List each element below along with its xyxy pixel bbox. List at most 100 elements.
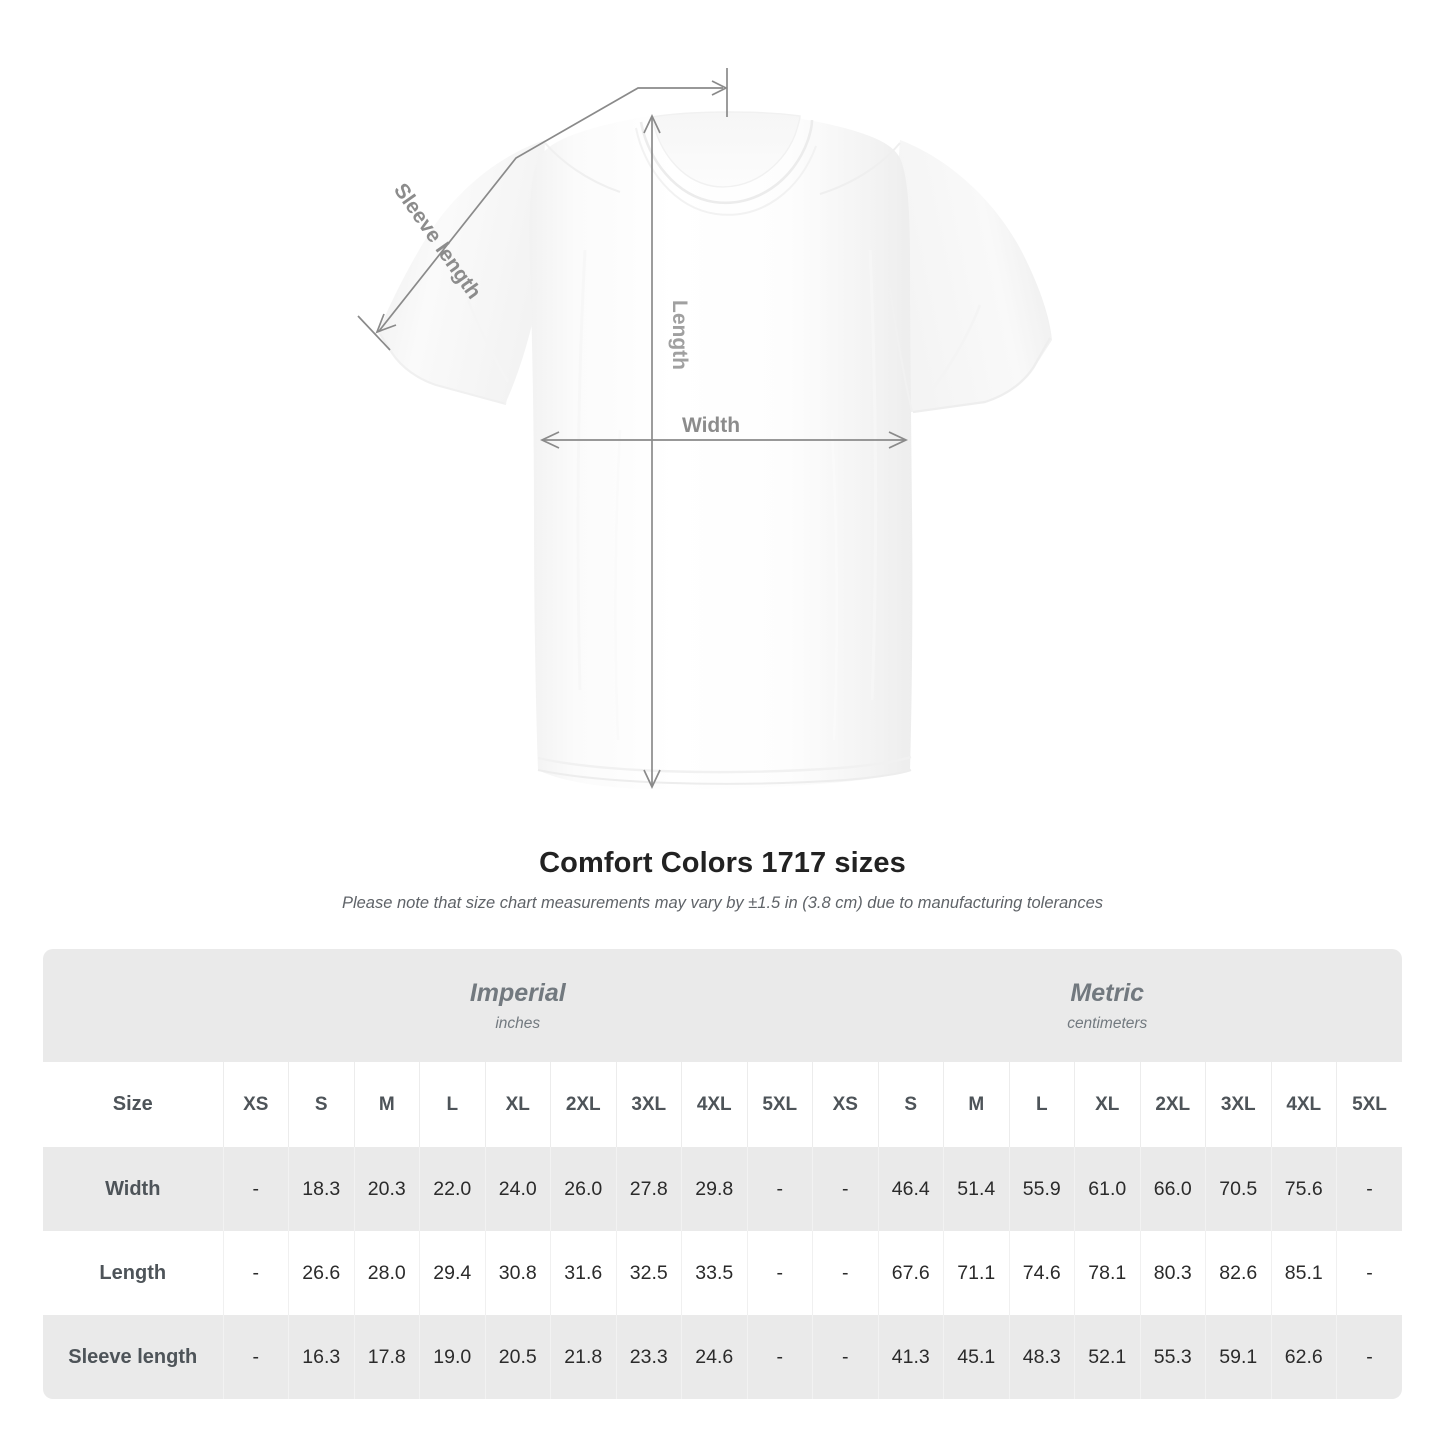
cell-r1-c17: - xyxy=(1336,1231,1402,1315)
cell-r0-c0: - xyxy=(222,1147,289,1231)
cell-r1-c2: 28.0 xyxy=(353,1231,420,1315)
cell-r0-c10: 46.4 xyxy=(877,1147,944,1231)
size-header-row: Size XS S M L XL 2XL 3XL 4XL 5XL XS S M L XL 2XL 3XL 4XL… xyxy=(43,1062,1402,1147)
cell-r1-c1: 26.6 xyxy=(288,1231,354,1315)
cell-r0-c5: 26.0 xyxy=(550,1147,616,1231)
row-label-1: Length xyxy=(43,1231,223,1315)
table-row: Width -18.3 20.3 22.0 24.0 26.0 27.8 29.8- -46.4… xyxy=(43,1147,1402,1231)
size-header-cell-13: XL xyxy=(1074,1062,1140,1147)
cell-r2-c16: 62.6 xyxy=(1270,1315,1337,1399)
cell-r0-c7: 29.8 xyxy=(681,1147,747,1231)
cell-r1-c12: 74.6 xyxy=(1008,1231,1075,1315)
cell-r2-c13: 52.1 xyxy=(1074,1315,1140,1399)
cell-r1-c9: - xyxy=(812,1231,878,1315)
row-label-2: Sleeve length xyxy=(43,1315,223,1399)
size-header-cell-6: 3XL xyxy=(615,1062,682,1147)
size-table: Imperial inches Metric centimeters Size … xyxy=(43,949,1402,1399)
cell-r0-c13: 61.0 xyxy=(1074,1147,1140,1231)
unit-system-row: Imperial inches Metric centimeters xyxy=(43,949,1402,1062)
cell-r2-c14: 55.3 xyxy=(1139,1315,1206,1399)
size-header-cell-4: XL xyxy=(484,1062,551,1147)
cell-r2-c17: - xyxy=(1336,1315,1402,1399)
table-row: Length -26.6 28.0 29.4 30.8 31.6 32.5 33.5- -67.… xyxy=(43,1231,1402,1315)
cell-r1-c7: 33.5 xyxy=(681,1231,747,1315)
size-header-cell-11: M xyxy=(943,1062,1009,1147)
unit-group-metric: Metric centimeters xyxy=(812,949,1402,1062)
cell-r2-c5: 21.8 xyxy=(550,1315,616,1399)
cell-r0-c2: 20.3 xyxy=(353,1147,420,1231)
cell-r0-c15: 70.5 xyxy=(1205,1147,1271,1231)
tshirt-shape xyxy=(378,111,1052,790)
cell-r2-c8: - xyxy=(746,1315,813,1399)
cell-r0-c1: 18.3 xyxy=(288,1147,354,1231)
size-header-cell-12: L xyxy=(1008,1062,1075,1147)
size-header-cell-9: XS xyxy=(812,1062,878,1147)
size-table-body: Imperial inches Metric centimeters Size … xyxy=(43,949,1402,1399)
cell-r0-c16: 75.6 xyxy=(1270,1147,1337,1231)
size-header-cell-7: 4XL xyxy=(681,1062,747,1147)
unit-group-imperial: Imperial inches xyxy=(223,949,813,1062)
size-header-cell-3: L xyxy=(419,1062,485,1147)
size-header-cell-1: S xyxy=(288,1062,354,1147)
cell-r1-c10: 67.6 xyxy=(877,1231,944,1315)
size-header-cell-10: S xyxy=(877,1062,944,1147)
width-label: Width xyxy=(682,414,740,437)
cell-r1-c0: - xyxy=(222,1231,289,1315)
sleeve-length-arrow xyxy=(357,80,728,351)
size-header-cell-5: 2XL xyxy=(550,1062,616,1147)
size-header-cell-16: 4XL xyxy=(1270,1062,1337,1147)
cell-r2-c15: 59.1 xyxy=(1205,1315,1271,1399)
cell-r2-c10: 41.3 xyxy=(877,1315,944,1399)
size-header-cell-2: M xyxy=(353,1062,420,1147)
cell-r0-c4: 24.0 xyxy=(484,1147,551,1231)
cell-r2-c7: 24.6 xyxy=(681,1315,747,1399)
cell-r0-c6: 27.8 xyxy=(615,1147,682,1231)
tshirt-illustration: Sleeve length Length Width xyxy=(357,68,1052,790)
cell-r2-c11: 45.1 xyxy=(943,1315,1009,1399)
cell-r1-c16: 85.1 xyxy=(1270,1231,1337,1315)
size-header-cell-17: 5XL xyxy=(1336,1062,1402,1147)
row-label-0: Width xyxy=(43,1147,223,1231)
cell-r1-c11: 71.1 xyxy=(943,1231,1009,1315)
cell-r2-c1: 16.3 xyxy=(288,1315,354,1399)
cell-r1-c13: 78.1 xyxy=(1074,1231,1140,1315)
unit-name-imperial: Imperial xyxy=(469,978,566,1007)
tolerance-note: Please note that size chart measurements… xyxy=(341,894,1104,913)
cell-r2-c2: 17.8 xyxy=(353,1315,420,1399)
cell-r1-c4: 30.8 xyxy=(484,1231,551,1315)
cell-r2-c12: 48.3 xyxy=(1008,1315,1075,1399)
heading-block: Comfort Colors 1717 sizes Please note th… xyxy=(0,845,1445,915)
length-label: Length xyxy=(668,300,691,370)
cell-r1-c15: 82.6 xyxy=(1205,1231,1271,1315)
length-arrow xyxy=(643,114,661,789)
cell-r1-c3: 29.4 xyxy=(419,1231,485,1315)
cell-r2-c3: 19.0 xyxy=(419,1315,485,1399)
cell-r2-c6: 23.3 xyxy=(615,1315,682,1399)
cell-r1-c8: - xyxy=(746,1231,813,1315)
cell-r1-c5: 31.6 xyxy=(550,1231,616,1315)
cell-r1-c14: 80.3 xyxy=(1139,1231,1206,1315)
cell-r0-c11: 51.4 xyxy=(943,1147,1009,1231)
size-table-container: Imperial inches Metric centimeters Size … xyxy=(43,949,1402,1399)
size-header-cell-14: 2XL xyxy=(1139,1062,1206,1147)
cell-r0-c9: - xyxy=(812,1147,878,1231)
size-header-label: Size xyxy=(43,1062,223,1147)
unit-sub-metric: centimeters xyxy=(1067,1014,1148,1032)
page-title: Comfort Colors 1717 sizes xyxy=(539,847,906,879)
cell-r0-c8: - xyxy=(746,1147,813,1231)
unit-sub-imperial: inches xyxy=(495,1014,541,1032)
cell-r0-c3: 22.0 xyxy=(419,1147,485,1231)
size-header-cell-0: XS xyxy=(222,1062,289,1147)
table-row: Sleeve length - 16.3 17.8 19.0 20.5 21.8 23.3 24… xyxy=(43,1315,1402,1399)
cell-r0-c12: 55.9 xyxy=(1008,1147,1075,1231)
cell-r0-c17: - xyxy=(1336,1147,1402,1231)
cell-r0-c14: 66.0 xyxy=(1139,1147,1206,1231)
measurement-annotations xyxy=(357,68,908,789)
cell-r1-c6: 32.5 xyxy=(615,1231,682,1315)
size-header-cell-15: 3XL xyxy=(1205,1062,1271,1147)
size-header-cell-8: 5XL xyxy=(746,1062,813,1147)
unit-spacer-cell xyxy=(43,949,223,1062)
cell-r2-c4: 20.5 xyxy=(484,1315,551,1399)
unit-name-metric: Metric xyxy=(1070,978,1145,1007)
